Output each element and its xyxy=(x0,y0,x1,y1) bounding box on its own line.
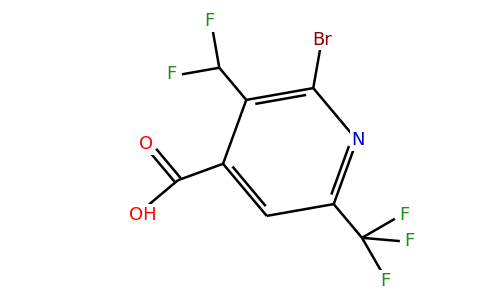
Text: OH: OH xyxy=(129,206,157,224)
Text: F: F xyxy=(399,206,409,224)
Text: O: O xyxy=(139,135,153,153)
Text: F: F xyxy=(405,232,415,250)
Text: F: F xyxy=(167,65,177,83)
Text: F: F xyxy=(205,12,215,30)
Text: N: N xyxy=(351,131,365,149)
Text: F: F xyxy=(380,272,390,290)
Text: Br: Br xyxy=(312,31,332,49)
